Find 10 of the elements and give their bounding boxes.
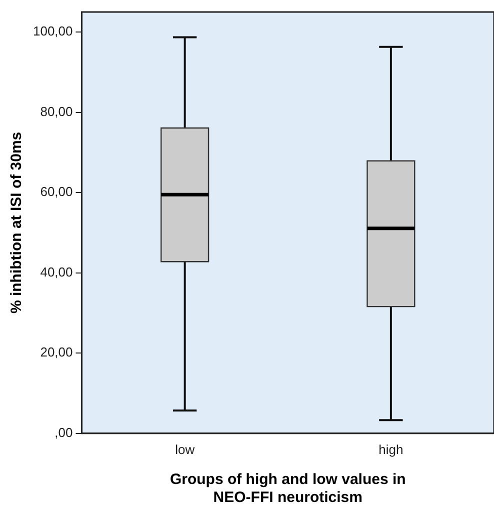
x-tick-label: low <box>175 442 196 457</box>
y-tick-label: 20,00 <box>40 344 73 360</box>
y-tick-label: 60,00 <box>40 184 73 200</box>
y-tick-label: ,00 <box>54 424 73 440</box>
y-tick-label: 40,00 <box>40 264 73 280</box>
x-axis-title: Groups of high and low values in NEO-FFI neuroticism <box>170 471 406 506</box>
y-tick-label: 80,00 <box>40 104 73 119</box>
x-tick-label: high <box>378 442 404 457</box>
y-axis-title: % inhibtion at ISI of 30ms <box>8 132 26 314</box>
y-tick-label: 100,00 <box>32 24 73 39</box>
